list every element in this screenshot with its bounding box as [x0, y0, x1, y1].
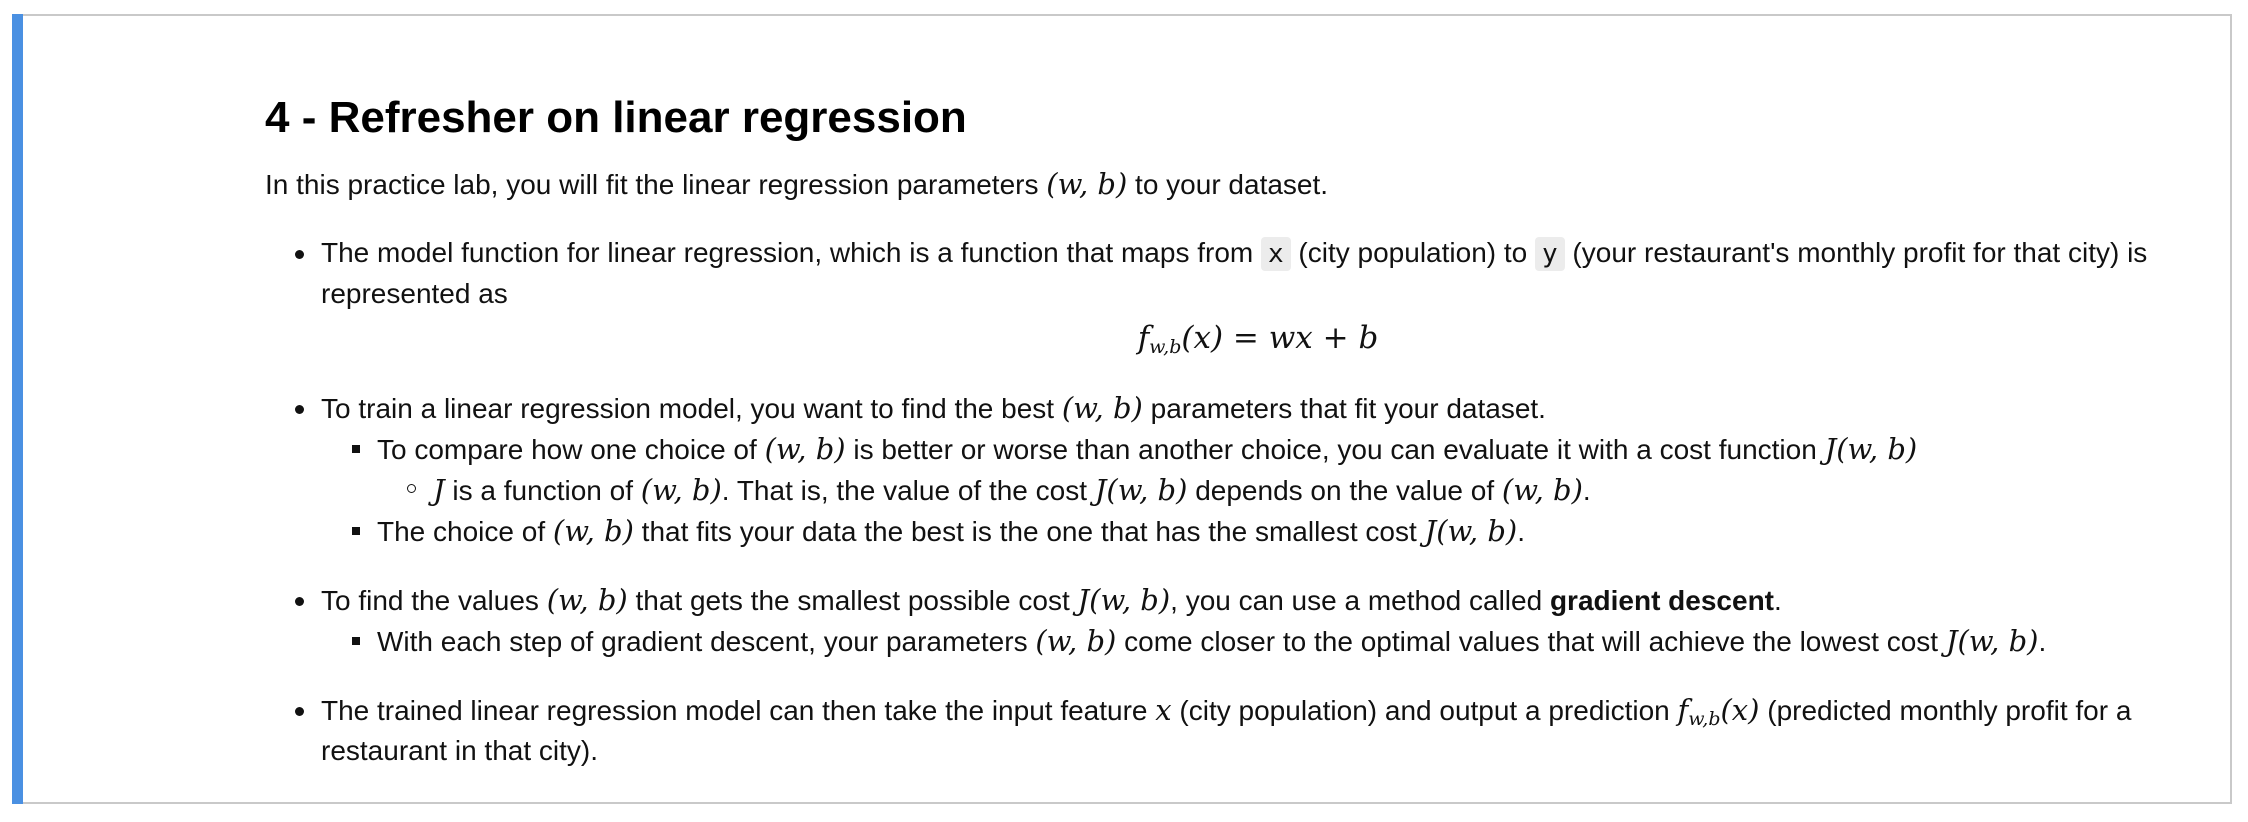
- math-wb: (w, b): [764, 432, 846, 466]
- text: .: [1774, 585, 1782, 616]
- cell-selection-bar: [12, 14, 23, 804]
- sub-sub-list: J is a function of (w, b). That is, the …: [377, 470, 2195, 511]
- text: depends on the value of: [1187, 475, 1502, 506]
- eq-rest: (x) = wx + b: [1181, 320, 1379, 356]
- intro-text-2: to your dataset.: [1127, 169, 1329, 200]
- math-wb: (w, b): [1501, 473, 1583, 507]
- bullet-trained-model: The trained linear regression model can …: [265, 690, 2195, 771]
- sub-list: With each step of gradient descent, your…: [321, 621, 2195, 662]
- sub-sub-bullet-j: J is a function of (w, b). That is, the …: [377, 470, 2195, 511]
- math-j: J: [433, 473, 445, 507]
- math-fx: (x): [1720, 693, 1760, 727]
- text: The trained linear regression model can …: [321, 695, 1156, 726]
- main-bullet-list: The model function for linear regression…: [265, 233, 2195, 771]
- sub-bullet-each-step: With each step of gradient descent, your…: [321, 621, 2195, 662]
- text: .: [1517, 516, 1525, 547]
- text: With each step of gradient descent, your…: [377, 626, 1036, 657]
- sub-list: To compare how one choice of (w, b) is b…: [321, 429, 2195, 552]
- model-equation: fw,b(x) = wx + b: [321, 316, 2195, 360]
- math-cost: J(w, b): [1077, 583, 1171, 617]
- eq-subscript: w,b: [1149, 336, 1182, 358]
- text: To compare how one choice of: [377, 434, 765, 465]
- text: To find the values: [321, 585, 547, 616]
- text: is better or worse than another choice, …: [845, 434, 1825, 465]
- math-wb: (w, b): [1046, 167, 1128, 201]
- text: that gets the smallest possible cost: [627, 585, 1078, 616]
- bullet-train-model: To train a linear regression model, you …: [265, 388, 2195, 552]
- text: To train a linear regression model, you …: [321, 393, 1062, 424]
- bold-gradient-descent: gradient descent: [1549, 585, 1774, 616]
- math-cost: J(w, b): [1094, 473, 1188, 507]
- section-heading: 4 - Refresher on linear regression: [265, 93, 967, 142]
- inline-code-x: x: [1261, 237, 1291, 271]
- math-wb: (w, b): [640, 473, 722, 507]
- math-f: f: [1677, 693, 1689, 727]
- intro-text-1: In this practice lab, you will fit the l…: [265, 169, 1047, 200]
- text: The model function for linear regression…: [321, 237, 1261, 268]
- text: , you can use a method called: [1170, 585, 1550, 616]
- math-cost: J(w, b): [1945, 624, 2039, 658]
- eq-f: f: [1137, 320, 1150, 356]
- text: The choice of: [377, 516, 553, 547]
- intro-paragraph: In this practice lab, you will fit the l…: [265, 164, 2195, 205]
- math-wb: (w, b): [552, 514, 634, 548]
- text: .: [2038, 626, 2047, 657]
- text: . That is, the value of the cost: [721, 475, 1095, 506]
- math-subscript: w,b: [1688, 708, 1721, 730]
- markdown-content: 4 - Refresher on linear regression In th…: [265, 88, 2195, 771]
- text: .: [1582, 475, 1591, 506]
- sub-bullet-compare: To compare how one choice of (w, b) is b…: [321, 429, 2195, 511]
- bullet-model-function: The model function for linear regression…: [265, 233, 2195, 360]
- text: (city population) to: [1290, 237, 1535, 268]
- text: (predicted monthly profit for a restaura…: [321, 695, 2132, 766]
- math-cost: J(w, b): [1424, 514, 1518, 548]
- text: parameters that fit your dataset.: [1142, 393, 1546, 424]
- text: (your restaurant's monthly profit for th…: [321, 237, 2148, 309]
- text: that fits your data the best is the one …: [633, 516, 1425, 547]
- math-x: x: [1155, 693, 1172, 727]
- sub-bullet-choice: The choice of (w, b) that fits your data…: [321, 511, 2195, 552]
- math-wb: (w, b): [1035, 624, 1117, 658]
- inline-code-y: y: [1535, 237, 1565, 271]
- notebook-cell[interactable]: [12, 14, 2232, 804]
- text: come closer to the optimal values that w…: [1116, 626, 1946, 657]
- math-cost: J(w, b): [1824, 432, 1918, 466]
- math-wb: (w, b): [1061, 391, 1143, 425]
- text: is a function of: [444, 475, 641, 506]
- text: (city population) and output a predictio…: [1171, 695, 1678, 726]
- bullet-gradient-descent: To find the values (w, b) that gets the …: [265, 580, 2195, 662]
- math-wb: (w, b): [546, 583, 628, 617]
